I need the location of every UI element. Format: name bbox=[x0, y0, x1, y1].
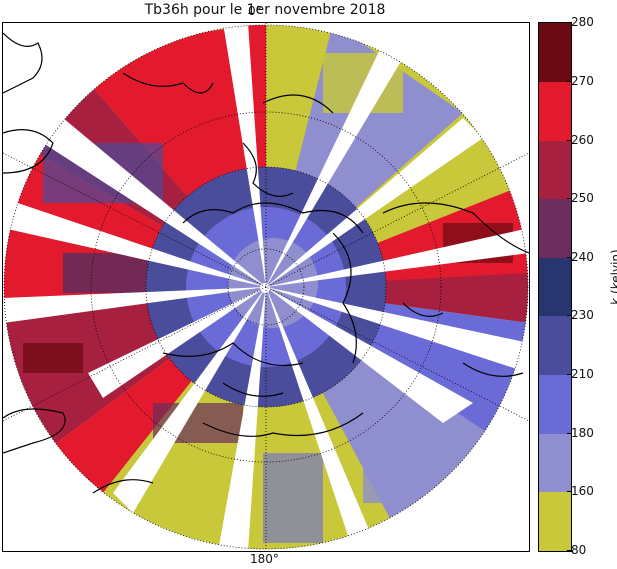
colorbar-band-240-250 bbox=[539, 199, 571, 258]
colorbar-band-230-240 bbox=[539, 258, 571, 316]
longitude-label-top: 0° bbox=[248, 4, 262, 18]
colorbar bbox=[538, 22, 572, 552]
colorbar-band-180-210 bbox=[539, 375, 571, 434]
polar-map-svg bbox=[3, 23, 529, 551]
colorbar-tick-270: 270 bbox=[567, 74, 594, 88]
longitude-label-bottom: 180° bbox=[250, 552, 279, 566]
colorbar-tick-80: 80 bbox=[566, 543, 587, 557]
colorbar-band-210-230 bbox=[539, 316, 571, 375]
map-title: Tb36h pour le 1er novembre 2018 bbox=[144, 2, 386, 18]
colorbar-band-80-160 bbox=[539, 492, 571, 551]
colorbar-tick-250: 250 bbox=[567, 191, 594, 205]
graticule bbox=[3, 23, 529, 551]
colorbar-tick-160: 160 bbox=[567, 484, 594, 498]
coastlines bbox=[3, 32, 529, 494]
swath-gaps bbox=[3, 23, 529, 551]
colorbar-label: k (kelvin) bbox=[609, 249, 617, 304]
colorbar-band-250-260 bbox=[539, 141, 571, 199]
colorbar-tick-230: 230 bbox=[567, 308, 594, 322]
colorbar-svg bbox=[539, 23, 571, 551]
colorbar-tick-210: 210 bbox=[567, 367, 594, 381]
colorbar-tick-280: 280 bbox=[567, 15, 594, 29]
colorbar-tick-240: 240 bbox=[567, 250, 594, 264]
colorbar-band-160-180 bbox=[539, 434, 571, 492]
colorbar-tick-180: 180 bbox=[567, 426, 594, 440]
colorbar-band-260-270 bbox=[539, 82, 571, 141]
colorbar-tick-260: 260 bbox=[567, 133, 594, 147]
polar-map bbox=[2, 22, 530, 552]
colorbar-band-270-280 bbox=[539, 23, 571, 82]
